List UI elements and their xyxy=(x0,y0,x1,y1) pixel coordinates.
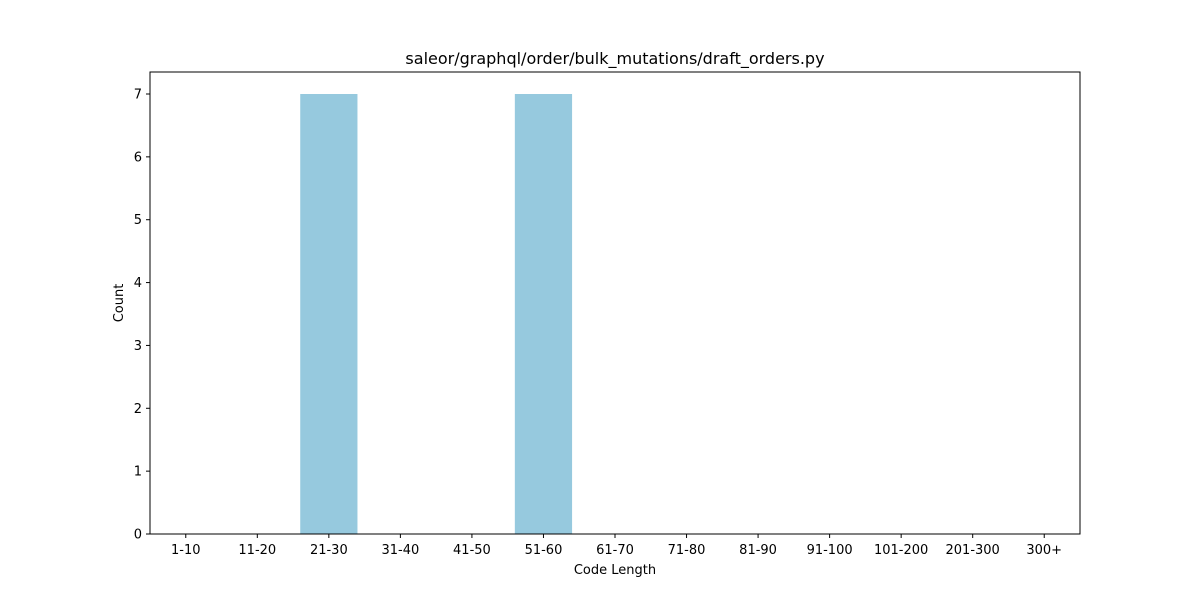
y-tick-label: 7 xyxy=(134,88,142,103)
x-tick-label: 101-200 xyxy=(874,543,928,558)
x-axis: 1-10 11-20 21-30 31-40 41-50 51-60 61-70 71-80 8… xyxy=(171,534,1062,558)
x-axis-label: Code Length xyxy=(574,563,656,578)
chart-title: saleor/graphql/order/bulk_mutations/draf… xyxy=(405,49,824,69)
x-tick-label: 11-20 xyxy=(238,543,276,558)
y-axis: 0 1 2 3 4 5 6 7 xyxy=(134,88,150,543)
y-tick-label: 0 xyxy=(134,528,142,543)
bars-group xyxy=(300,94,573,534)
y-tick-label: 6 xyxy=(134,150,142,165)
y-axis-label: Count xyxy=(112,284,127,323)
y-tick-label: 4 xyxy=(134,276,142,291)
x-tick-label: 201-300 xyxy=(946,543,1000,558)
plot-frame xyxy=(149,71,1081,535)
x-tick-label: 61-70 xyxy=(596,543,634,558)
x-tick-label: 91-100 xyxy=(807,543,853,558)
x-tick-label: 300+ xyxy=(1026,543,1062,558)
y-tick-label: 3 xyxy=(134,339,142,354)
x-tick-label: 81-90 xyxy=(739,543,777,558)
x-tick-label: 51-60 xyxy=(525,543,563,558)
y-tick-label: 2 xyxy=(134,402,142,417)
x-tick-label: 71-80 xyxy=(668,543,706,558)
x-tick-label: 41-50 xyxy=(453,543,491,558)
y-tick-label: 5 xyxy=(134,213,142,228)
y-tick-label: 1 xyxy=(134,465,142,480)
bar-51-60 xyxy=(514,94,573,534)
bar-21-30 xyxy=(300,94,358,534)
x-tick-label: 31-40 xyxy=(381,543,419,558)
x-tick-label: 1-10 xyxy=(171,543,201,558)
x-tick-label: 21-30 xyxy=(310,543,348,558)
